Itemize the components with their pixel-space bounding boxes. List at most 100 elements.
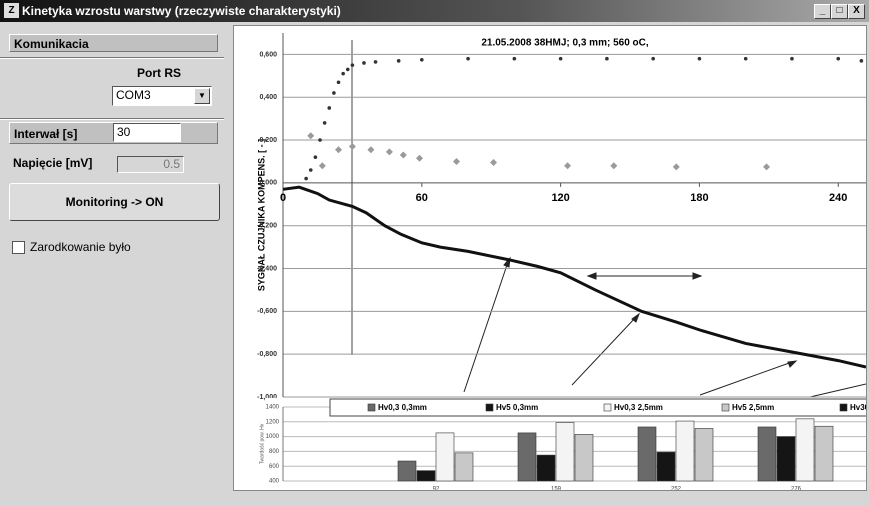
bar: [694, 428, 714, 482]
legend-swatch: [721, 403, 730, 412]
legend-label: Hv5 2,5mm: [732, 403, 774, 412]
x-tick-label: 120: [551, 192, 569, 204]
bar: [555, 422, 575, 482]
bar: [574, 434, 594, 482]
bar: [776, 436, 796, 482]
close-button[interactable]: X: [848, 4, 865, 19]
diamond-point: [672, 163, 680, 171]
legend-label: Hv0,3 2,5mm: [614, 403, 663, 412]
bar-y-axis-label: Twardość pow. Hv: [259, 423, 265, 464]
x-tick-label: 180: [690, 192, 708, 204]
diamond-point: [610, 162, 618, 170]
interval-input[interactable]: 30: [113, 123, 181, 142]
bar: [637, 426, 657, 482]
y-tick-label: 0,600: [259, 51, 277, 58]
dot-point: [558, 56, 563, 61]
dot-point: [466, 56, 470, 61]
title-bar: Z Kinetyka wzrostu warstwy (rzeczywiste …: [0, 0, 869, 22]
x-tick-label: 276: [791, 487, 802, 490]
bar: [517, 432, 537, 482]
bar: [397, 460, 417, 482]
x-tick-label: 60: [416, 192, 428, 204]
chart-title: 21.05.2008 38HMJ; 0,3 mm; 560 oC,: [481, 38, 649, 49]
voltage-field: 0.5: [117, 156, 184, 173]
port-combobox[interactable]: COM3 ▼: [112, 86, 212, 106]
bar: [675, 420, 695, 482]
bar: [656, 451, 676, 482]
y-tick-label: -1,000: [257, 394, 277, 401]
y-tick-label: 0,200: [259, 137, 277, 144]
y-tick-label: -0,200: [257, 223, 277, 230]
dot-point: [836, 56, 841, 61]
dot-point: [322, 121, 327, 125]
diamond-point: [385, 148, 393, 156]
legend-label: Hv30: [850, 403, 866, 412]
dot-point: [345, 67, 350, 72]
y-tick-label: 600: [269, 464, 280, 470]
y-tick-label: 800: [269, 449, 280, 455]
monitoring-button[interactable]: Monitoring -> ON: [9, 183, 220, 221]
y-tick-label: 1000: [266, 434, 280, 440]
dot-point: [743, 56, 748, 61]
y-tick-label: -0,400: [257, 265, 277, 272]
bar: [435, 432, 455, 482]
legend-swatch: [839, 403, 848, 412]
diamond-point: [564, 162, 572, 170]
x-tick-label: 92: [433, 487, 440, 490]
port-label: Port RS: [137, 66, 182, 80]
chart-image: 21.05.2008 38HMJ; 0,3 mm; 560 oC, SYGNAŁ…: [233, 25, 869, 493]
dot-point: [308, 168, 313, 172]
dot-point: [859, 59, 864, 63]
dot-point: [313, 155, 318, 159]
dot-point: [327, 106, 332, 110]
diamond-point: [415, 154, 423, 162]
data-line: [282, 185, 867, 369]
bar: [536, 454, 556, 482]
diamond-point: [399, 151, 407, 159]
checkbox[interactable]: [12, 241, 25, 254]
x-tick-label: 240: [829, 192, 847, 204]
diamond-point: [307, 132, 315, 140]
dot-point: [605, 56, 609, 61]
comm-header: Komunikacia: [9, 34, 218, 52]
dot-point: [341, 71, 345, 76]
diamond-point: [348, 142, 356, 150]
y-tick-label: -0,800: [257, 351, 277, 358]
legend-swatch: [485, 403, 494, 412]
dot-point: [512, 56, 517, 61]
bar: [454, 452, 474, 482]
minimize-button[interactable]: _: [814, 4, 831, 19]
dot-point: [318, 138, 322, 142]
window-title: Kinetyka wzrostu warstwy (rzeczywiste ch…: [22, 4, 341, 18]
bar: [795, 418, 815, 482]
diamond-point: [763, 163, 771, 171]
legend-swatch: [367, 403, 376, 412]
checkbox-label: Zarodkowanie było: [30, 240, 131, 254]
voltage-label: Napięcie [mV]: [13, 156, 93, 170]
bar: [814, 425, 834, 482]
dot-point: [396, 59, 401, 63]
port-value: COM3: [116, 88, 151, 102]
dot-point: [697, 56, 702, 61]
separator: [0, 118, 224, 120]
dot-point: [332, 91, 336, 95]
diamond-point: [367, 146, 375, 154]
chart: 21.05.2008 38HMJ; 0,3 mm; 560 oC, SYGNAŁ…: [256, 33, 869, 493]
dot-point: [790, 56, 794, 61]
dot-point: [420, 57, 424, 62]
bar: [416, 470, 436, 482]
dot-point: [362, 61, 366, 65]
maximize-button[interactable]: □: [831, 4, 848, 19]
y-tick-label: -0,600: [257, 308, 277, 315]
dot-point: [336, 80, 341, 85]
legend-swatch: [603, 403, 612, 412]
diamond-point: [453, 157, 461, 165]
dropdown-arrow[interactable]: ▼: [194, 88, 210, 104]
legend-label: Hv0,3 0,3mm: [378, 403, 427, 412]
y-tick-label: 1200: [266, 419, 280, 425]
x-tick-label: 159: [551, 487, 562, 490]
diamond-point: [335, 146, 343, 154]
y-axis-label: SYGNAŁ CZUJNIKA KOMPENS. [ - ]: [256, 139, 266, 291]
y-tick-label: 1400: [266, 405, 280, 411]
